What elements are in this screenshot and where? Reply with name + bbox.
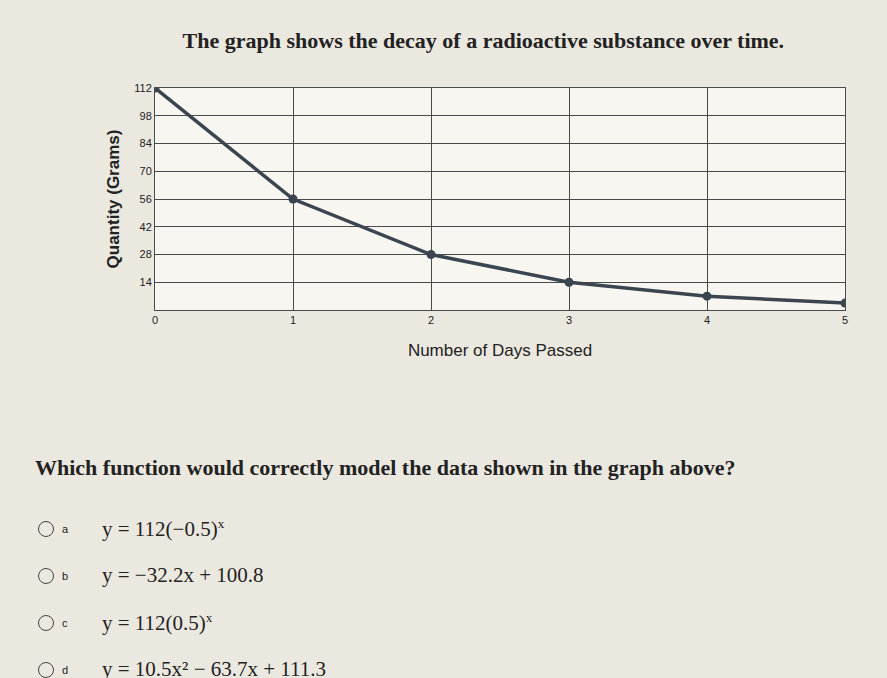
html-text:a: a — [62, 522, 69, 535]
html-text:Which function would correctly: Which function would correctly model the… — [35, 455, 736, 480]
svg-text:70: 70 — [140, 165, 152, 177]
svg-text:1: 1 — [290, 314, 296, 326]
html-text:y = 112(−0.5)x: y = 112(−0.5)x — [102, 515, 225, 541]
svg-text:0: 0 — [152, 314, 158, 326]
html-text:y = −32.2x + 100.8: y = −32.2x + 100.8 — [102, 563, 264, 587]
svg-text:84: 84 — [140, 137, 152, 149]
html-text:y = 112(0.5)x: y = 112(0.5)x — [102, 609, 213, 635]
svg-text:4: 4 — [704, 314, 710, 326]
svg-text:The graph shows the decay of a: The graph shows the decay of a radioacti… — [183, 28, 785, 53]
svg-text:56: 56 — [140, 193, 152, 205]
svg-text:5: 5 — [842, 314, 848, 326]
html-text:d: d — [62, 663, 69, 676]
svg-text:Quantity (Grams): Quantity (Grams) — [104, 130, 123, 269]
svg-text:42: 42 — [140, 221, 152, 233]
svg-text:Number of Days Passed: Number of Days Passed — [408, 341, 592, 360]
svg-text:14: 14 — [140, 276, 152, 288]
html-text:c: c — [62, 616, 68, 629]
svg-text:3: 3 — [566, 314, 572, 326]
svg-text:98: 98 — [140, 110, 152, 122]
svg-text:28: 28 — [140, 248, 152, 260]
html-text:b: b — [62, 569, 69, 582]
svg-text:2: 2 — [428, 314, 434, 326]
svg-text:112: 112 — [134, 82, 152, 94]
